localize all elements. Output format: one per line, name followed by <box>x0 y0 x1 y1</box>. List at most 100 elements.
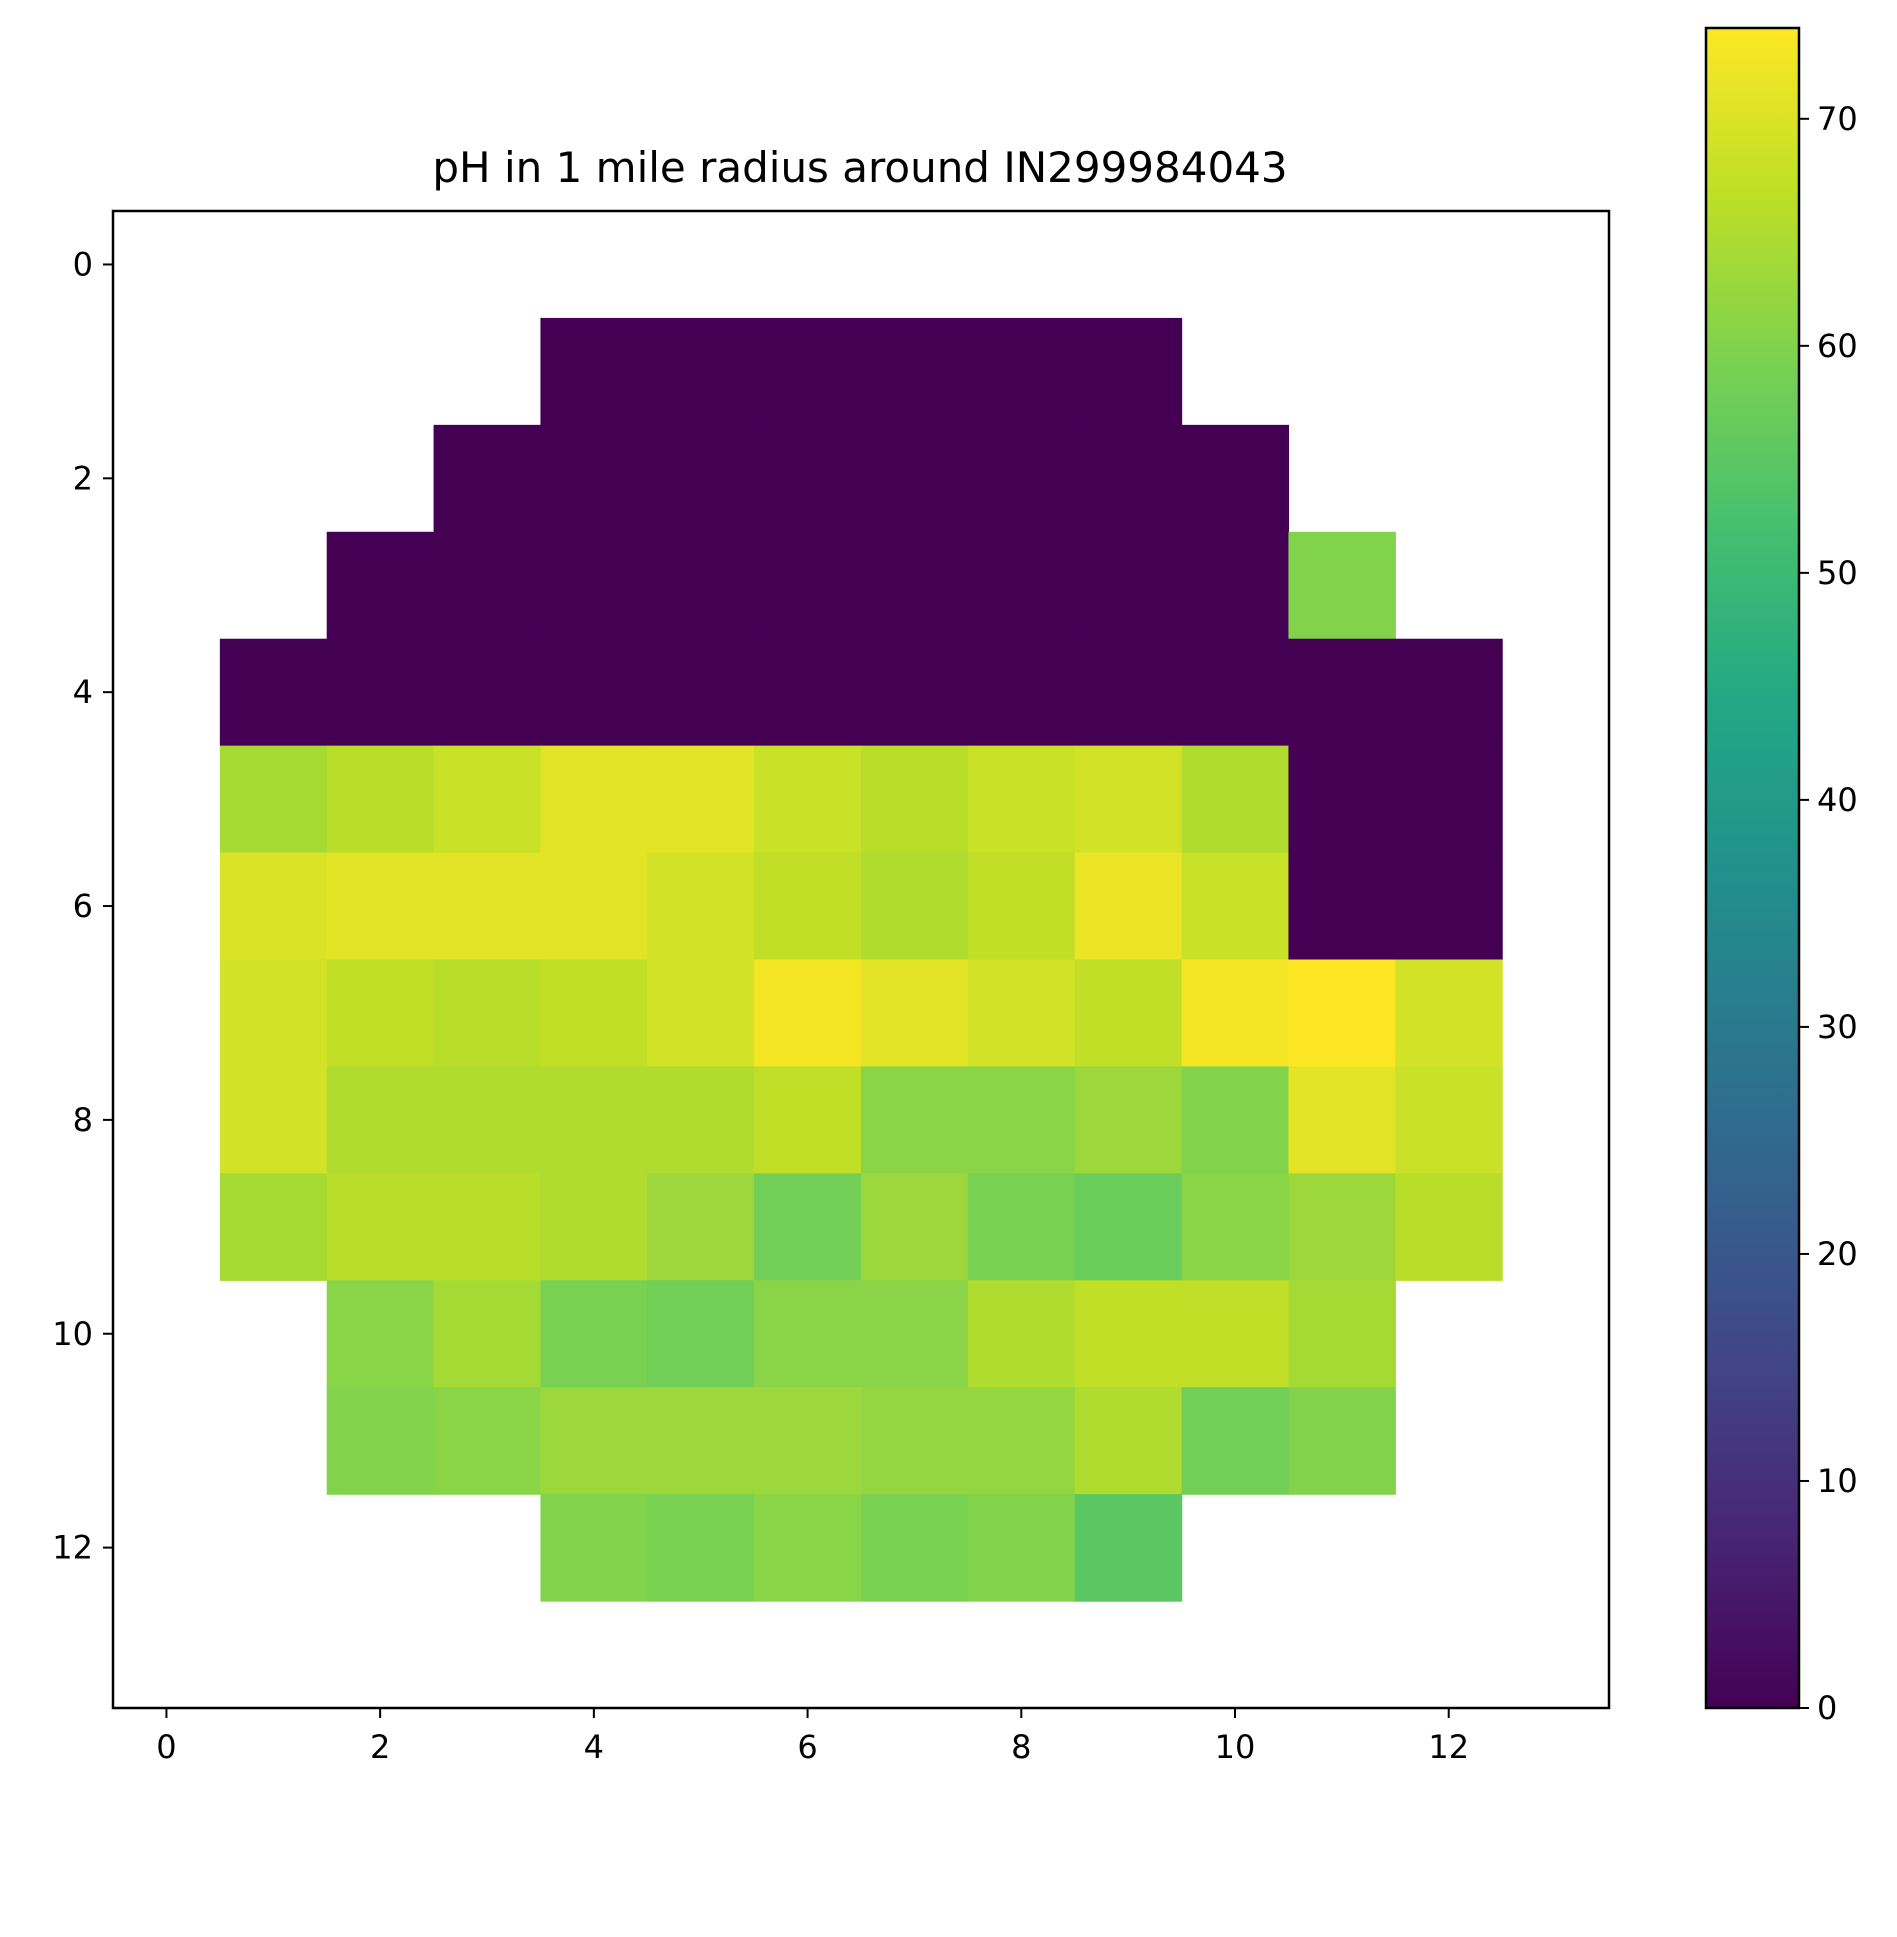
heatmap-cell <box>754 531 862 640</box>
heatmap-cell <box>1181 1280 1290 1388</box>
heatmap-cell <box>861 959 969 1068</box>
heatmap-cell <box>1074 1173 1183 1281</box>
heatmap-cell <box>861 1173 969 1281</box>
heatmap-cell <box>754 424 862 533</box>
heatmap-cell <box>1288 531 1396 640</box>
heatmap-cell <box>754 959 862 1068</box>
heatmap-cell <box>967 1494 1076 1602</box>
colorbar-tick-label: 10 <box>1817 1462 1858 1500</box>
heatmap-cell <box>1074 745 1183 854</box>
heatmap-cell <box>1074 317 1183 426</box>
heatmap-cell <box>1074 1280 1183 1388</box>
heatmap-cell <box>967 1387 1076 1495</box>
heatmap-cell <box>433 1173 542 1281</box>
heatmap-cell <box>1181 1066 1290 1174</box>
heatmap-cell <box>1288 745 1396 854</box>
heatmap-cell <box>433 1280 542 1388</box>
heatmap-cell <box>1074 852 1183 961</box>
heatmap-cell <box>967 317 1076 426</box>
heatmap-cell <box>861 1280 969 1388</box>
heatmap-cell <box>1288 852 1396 961</box>
heatmap-cell <box>647 317 755 426</box>
heatmap-cell <box>1288 1280 1396 1388</box>
heatmap-cell <box>647 1173 755 1281</box>
heatmap-cell <box>540 531 648 640</box>
heatmap-cell <box>647 424 755 533</box>
heatmap-cell <box>1181 531 1290 640</box>
heatmap-cell <box>967 1066 1076 1174</box>
heatmap-cell <box>1074 1494 1183 1602</box>
heatmap-cell <box>754 317 862 426</box>
y-tick-label: 0 <box>73 245 93 283</box>
heatmap-cell <box>433 959 542 1068</box>
heatmap-cell <box>540 959 648 1068</box>
heatmap-cell <box>647 1494 755 1602</box>
heatmap-cell <box>433 531 542 640</box>
colorbar-tick-label: 50 <box>1817 554 1858 592</box>
heatmap-cell <box>219 638 328 747</box>
colorbar-tick-label: 40 <box>1817 781 1858 819</box>
heatmap-cell <box>540 317 648 426</box>
heatmap-cell <box>1288 638 1396 747</box>
heatmap-cell <box>219 959 328 1068</box>
x-tick-label: 4 <box>584 1728 604 1766</box>
colorbar-frame <box>1704 26 1801 1710</box>
heatmap-cell <box>1395 959 1503 1068</box>
heatmap-cell <box>967 852 1076 961</box>
colorbar-tick-label: 70 <box>1817 100 1858 138</box>
colorbar-tick-label: 60 <box>1817 327 1858 365</box>
heatmap-cell <box>647 745 755 854</box>
heatmap-cell <box>326 638 435 747</box>
heatmap-cell <box>1181 1387 1290 1495</box>
heatmap-cell <box>861 638 969 747</box>
heatmap-cell <box>219 1066 328 1174</box>
heatmap-cell <box>967 1173 1076 1281</box>
heatmap-cell <box>540 638 648 747</box>
x-axis: 0 2 4 6 8 10 12 <box>156 1708 1469 1766</box>
heatmap-cell <box>433 424 542 533</box>
heatmap-cell <box>754 1494 862 1602</box>
heatmap-cell <box>1181 1173 1290 1281</box>
heatmap-cell <box>754 1280 862 1388</box>
heatmap-cell <box>1288 1173 1396 1281</box>
heatmap-cell <box>861 1387 969 1495</box>
x-tick-label: 6 <box>797 1728 817 1766</box>
heatmap-cell <box>967 424 1076 533</box>
heatmap-cell <box>1395 1066 1503 1174</box>
heatmap-cell <box>754 1173 862 1281</box>
heatmap-cell <box>1181 638 1290 747</box>
y-axis: 0 2 4 6 8 10 12 <box>52 245 113 1567</box>
heatmap-cell <box>1395 1173 1503 1281</box>
heatmap-cell <box>967 638 1076 747</box>
y-tick-label: 6 <box>73 887 93 925</box>
heatmap-cell <box>861 1066 969 1174</box>
heatmap-cell <box>1288 1387 1396 1495</box>
heatmap-cell <box>326 745 435 854</box>
heatmap-cell <box>1074 1387 1183 1495</box>
heatmap-cell <box>754 1387 862 1495</box>
heatmap-cell <box>861 317 969 426</box>
heatmap-cell <box>540 1066 648 1174</box>
heatmap-cell <box>433 1066 542 1174</box>
heatmap-cell <box>433 852 542 961</box>
heatmap-cell <box>1395 638 1503 747</box>
heatmap-cell <box>647 959 755 1068</box>
heatmap-cell <box>1074 1066 1183 1174</box>
heatmap-cell <box>967 1280 1076 1388</box>
y-tick-label: 12 <box>52 1529 93 1567</box>
heatmap-cell <box>1181 745 1290 854</box>
heatmap-cell <box>1181 959 1290 1068</box>
heatmap-cell <box>540 1173 648 1281</box>
chart-title: pH in 1 mile radius around IN299984043 <box>432 143 1287 192</box>
heatmap-cell <box>647 638 755 747</box>
heatmap-cells <box>219 317 1503 1602</box>
heatmap-cell <box>967 745 1076 854</box>
heatmap-cell <box>326 531 435 640</box>
colorbar-tick-label: 0 <box>1817 1689 1837 1727</box>
heatmap-cell <box>433 638 542 747</box>
x-tick-label: 10 <box>1215 1728 1256 1766</box>
heatmap-cell <box>647 1280 755 1388</box>
heatmap-cell <box>540 1494 648 1602</box>
heatmap-cell <box>647 852 755 961</box>
